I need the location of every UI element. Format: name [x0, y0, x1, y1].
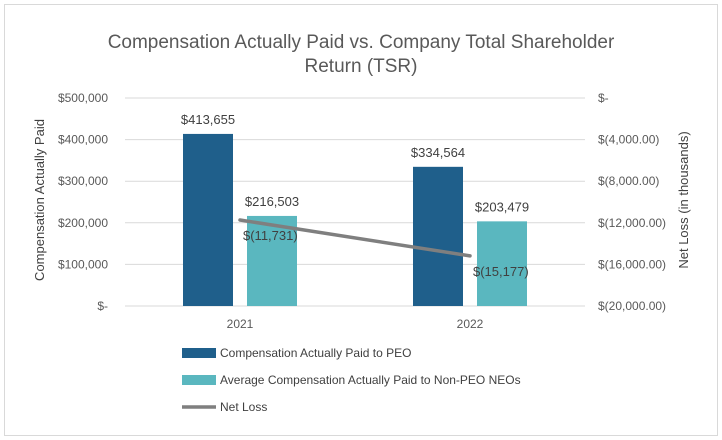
legend-swatch [182, 348, 216, 358]
x-axis-ticks: 2021 2022 [227, 317, 484, 331]
y2-tick-label: $(20,000.00) [598, 299, 666, 313]
bar-value-label: $334,564 [411, 145, 465, 160]
legend-label: Net Loss [220, 400, 267, 414]
line-value-label: $(11,731) [243, 228, 298, 243]
y2-tick-label: $- [598, 91, 609, 105]
y2-tick-label: $(16,000.00) [598, 257, 666, 271]
y-tick-label: $200,000 [58, 216, 108, 230]
y2-tick-label: $(12,000.00) [598, 216, 666, 230]
chart-frame [4, 4, 718, 436]
y-tick-label: $100,000 [58, 257, 108, 271]
net-loss-line [238, 218, 472, 258]
y-tick-label: $300,000 [58, 174, 108, 188]
chart-title-line-2: Return (TSR) [305, 56, 418, 77]
bars [183, 133, 527, 306]
y-axis-label: Compensation Actually Paid [32, 119, 47, 281]
legend: Compensation Actually Paid to PEO Average… [182, 346, 521, 414]
line-value-label: $(15,177) [473, 264, 529, 279]
bar [413, 166, 463, 306]
data-labels: $413,655 $216,503 $334,564 $203,479 $(11,731… [181, 112, 529, 279]
legend-label: Compensation Actually Paid to PEO [220, 346, 411, 360]
bar [247, 215, 297, 306]
x-tick-label: 2022 [457, 317, 484, 331]
chart-title-line-1: Compensation Actually Paid vs. Company T… [108, 32, 615, 53]
x-tick-label: 2021 [227, 317, 254, 331]
bar-value-label: $203,479 [475, 199, 529, 214]
y2-tick-label: $(4,000.00) [598, 133, 659, 147]
bar [477, 221, 527, 306]
bar [183, 133, 233, 306]
net-loss-line-group [238, 218, 472, 258]
y-tick-label: $500,000 [58, 91, 108, 105]
y2-tick-label: $(8,000.00) [598, 174, 659, 188]
bar-value-label: $413,655 [181, 112, 235, 127]
y2-axis-ticks: $- $(4,000.00) $(8,000.00) $(12,000.00) $(16… [598, 91, 666, 313]
legend-label: Average Compensation Actually Paid to No… [220, 373, 521, 387]
y-tick-label: $400,000 [58, 133, 108, 147]
y2-axis-label: Net Loss (in thousands) [676, 131, 691, 268]
y-tick-label: $- [97, 299, 108, 313]
legend-swatch [182, 375, 216, 385]
y-axis-ticks: $- $100,000 $200,000 $300,000 $400,000 $500,0… [58, 91, 108, 313]
bar-value-label: $216,503 [245, 194, 299, 209]
